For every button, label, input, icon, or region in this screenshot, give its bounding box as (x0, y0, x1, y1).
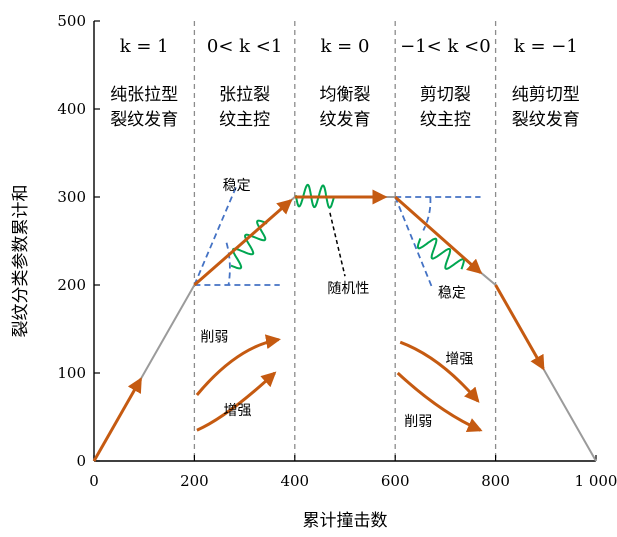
stage-k-label-4: k = −1 (514, 36, 578, 57)
y-tick-label-3: 300 (57, 188, 86, 206)
arrow-stage5 (496, 285, 544, 369)
arrow-stage4 (395, 197, 480, 273)
randomness-pointer (330, 213, 345, 276)
stage-desc-3-0: 剪切裂 (420, 85, 471, 105)
stage-desc-1-0: 张拉裂 (219, 85, 270, 105)
x-tick-label-2: 400 (280, 472, 309, 490)
stage-desc-3-1: 纹主控 (420, 110, 471, 130)
stage-desc-2-0: 均衡裂 (320, 85, 371, 105)
annotation-randomness: 随机性 (327, 281, 369, 297)
stage-k-label-0: k = 1 (120, 36, 169, 57)
x-tick-label-1: 200 (180, 472, 209, 490)
x-tick-label-0: 0 (89, 472, 99, 490)
arrow-weaken-left (197, 340, 279, 395)
stage-desc-2-1: 纹发育 (320, 110, 371, 130)
y-tick-label-1: 100 (57, 364, 86, 382)
y-tick-label-2: 200 (57, 276, 86, 294)
x-tick-label-4: 800 (481, 472, 510, 490)
y-tick-label-5: 500 (57, 12, 86, 30)
stage-k-label-3: −1< k <0 (400, 36, 491, 57)
stage-desc-4-1: 裂纹发育 (512, 110, 580, 130)
trend-arrows (94, 197, 543, 461)
angle-arc-left (227, 243, 230, 285)
phase-decorations (194, 185, 480, 290)
x-tick-label-5: 1 000 (575, 472, 617, 490)
stage-desc-0-1: 裂纹发育 (110, 110, 178, 130)
annotation-stable-top: 稳定 (223, 178, 251, 194)
stage-desc-1-1: 纹主控 (219, 110, 270, 130)
annotation-weaken-right: 削弱 (404, 414, 432, 430)
stage-k-label-2: k = 0 (321, 36, 370, 57)
chart-text: 0 200 400 600 800 1 000 0 100 200 300 400 500 累计撞击数 裂… (11, 12, 617, 531)
arrow-stage1 (94, 379, 141, 461)
annotation-stable-bottom: 稳定 (438, 285, 466, 301)
dashed-diagonal-left (194, 185, 237, 285)
stage-desc-0-0: 纯张拉型 (110, 85, 178, 105)
annotation-strengthen-right: 增强 (445, 351, 473, 367)
y-tick-label-4: 400 (57, 100, 86, 118)
stage-desc-4-0: 纯剪切型 (512, 85, 580, 105)
stage-k-label-1: 0< k <1 (207, 36, 282, 57)
arrow-stage2 (194, 201, 290, 285)
y-tick-label-0: 0 (76, 452, 86, 470)
annotation-weaken-left: 削弱 (200, 329, 228, 345)
x-tick-label-3: 600 (381, 472, 410, 490)
y-axis-title: 裂纹分类参数累计和 (11, 185, 31, 338)
annotation-strengthen-left: 增强 (224, 403, 252, 419)
x-axis-title: 累计撞击数 (303, 511, 388, 531)
